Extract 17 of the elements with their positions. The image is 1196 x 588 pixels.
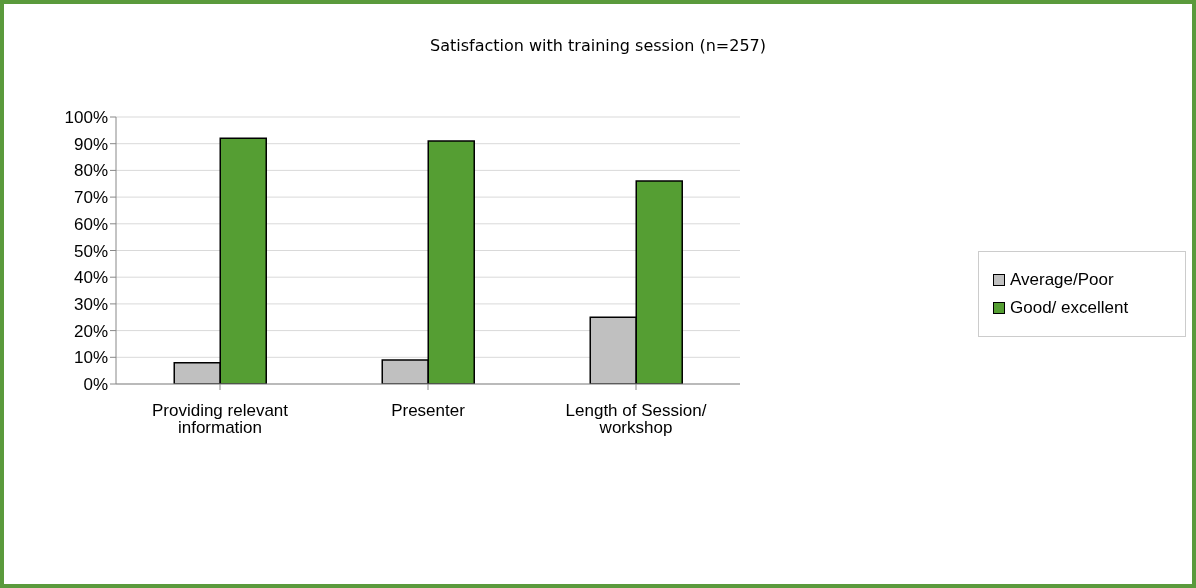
y-tick-label: 90% (73, 134, 108, 154)
y-tick-label: 0% (83, 375, 108, 395)
y-tick-label: 80% (73, 161, 108, 181)
y-tick-label: 40% (73, 268, 108, 288)
y-tick-label: 100% (64, 108, 108, 128)
x-tick-label: Presenter (391, 401, 466, 421)
y-tick-label: 60% (73, 214, 108, 234)
y-tick-label: 20% (73, 321, 108, 341)
x-tick-label: Length of Session/ workshop (565, 401, 707, 438)
y-tick-label: 30% (73, 294, 108, 314)
chart-title: Satisfaction with training session (n=257) (429, 36, 767, 55)
legend-label: Average/Poor (1010, 270, 1114, 290)
y-tick-label: 50% (73, 241, 108, 261)
y-tick-label: 10% (73, 348, 108, 368)
y-tick-label: 70% (73, 188, 108, 208)
x-tick-label: Providing relevant information (151, 401, 289, 438)
legend-label: Good/ excellent (1010, 298, 1129, 318)
